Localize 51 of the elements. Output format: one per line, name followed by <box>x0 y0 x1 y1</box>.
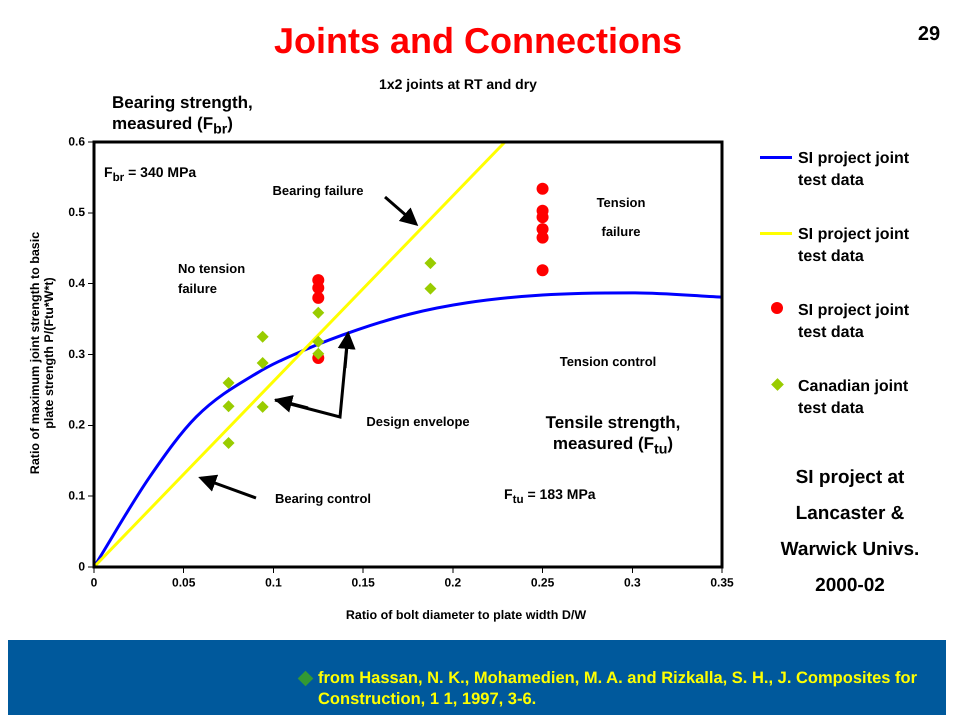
x-tick-label: 0.05 <box>172 576 196 590</box>
x-tick-label: 0.25 <box>530 576 555 590</box>
y-tick-label: 0.1 <box>68 488 86 502</box>
point <box>312 336 324 348</box>
point <box>536 182 549 195</box>
annotation: F$_{br}$ = 340 MPa <box>104 164 196 184</box>
point <box>424 257 436 270</box>
point <box>222 437 235 450</box>
y-tick-label: 0.6 <box>68 134 86 148</box>
point <box>312 292 324 304</box>
y-tick-label: 0.2 <box>68 418 86 432</box>
point <box>256 330 269 343</box>
annotation: Tensile strength, measured (F$_{tu}$) <box>546 413 680 458</box>
text: 29 <box>918 23 940 45</box>
point <box>256 357 269 369</box>
annotation: Bearing failure <box>272 183 364 198</box>
annotation: Tension failure <box>596 195 646 239</box>
x-tick-label: 0 <box>90 576 98 590</box>
y-tick-label: 0.4 <box>68 276 86 290</box>
text: SI project at Lancaster & Warwick Univs. 2000-02 <box>780 467 920 596</box>
point <box>424 282 436 295</box>
x-tick-label: 0.1 <box>265 576 282 590</box>
annotation: No tension failure <box>178 261 246 296</box>
annotation: F$_{tu}$ = 183 MPa <box>504 486 596 506</box>
x-axis-title: Ratio of bolt diameter to plate width D/W <box>344 608 588 622</box>
text: from Hassan, N. K., Mohamedien, M. A. and Rizkalla, S. H., J. Composites for Construction, 1 1, 1997, 3-6. <box>318 669 918 708</box>
annotation: Bearing control <box>274 491 372 506</box>
point <box>536 232 549 244</box>
y-tick-label: 0.5 <box>68 205 86 220</box>
point <box>222 400 235 412</box>
legend-label: Canadian joint test data <box>798 377 910 419</box>
y-tick-label: 0.3 <box>68 346 86 361</box>
x-tick-label: 0.15 <box>351 576 376 590</box>
point <box>256 400 269 413</box>
chart-subtitle: 1x2 joints at RT and dry <box>378 76 538 92</box>
y-tick-label: 0 <box>78 559 86 574</box>
x-tick-label: 0.3 <box>624 576 641 590</box>
point <box>312 306 324 319</box>
legend-label: SI project joint test data <box>798 225 910 267</box>
annotation: Design envelope <box>366 414 470 429</box>
legend-label: SI project joint test data <box>798 301 910 343</box>
legend-label: SI project joint test data <box>798 149 910 191</box>
y-axis-title: Ratio of maximum joint strength to basic plate strength P/(Ftu*W*t) <box>28 230 56 476</box>
x-tick-label: 0.35 <box>710 576 734 590</box>
x-tick-label: 0.2 <box>444 576 462 590</box>
annotation: Tension control <box>560 354 656 369</box>
point <box>312 348 324 360</box>
chart-title: Joints and Connections <box>272 20 684 62</box>
point <box>536 264 549 276</box>
point <box>222 376 235 389</box>
text: Bearing strength, measured (F$_{br}$) <box>112 93 253 138</box>
